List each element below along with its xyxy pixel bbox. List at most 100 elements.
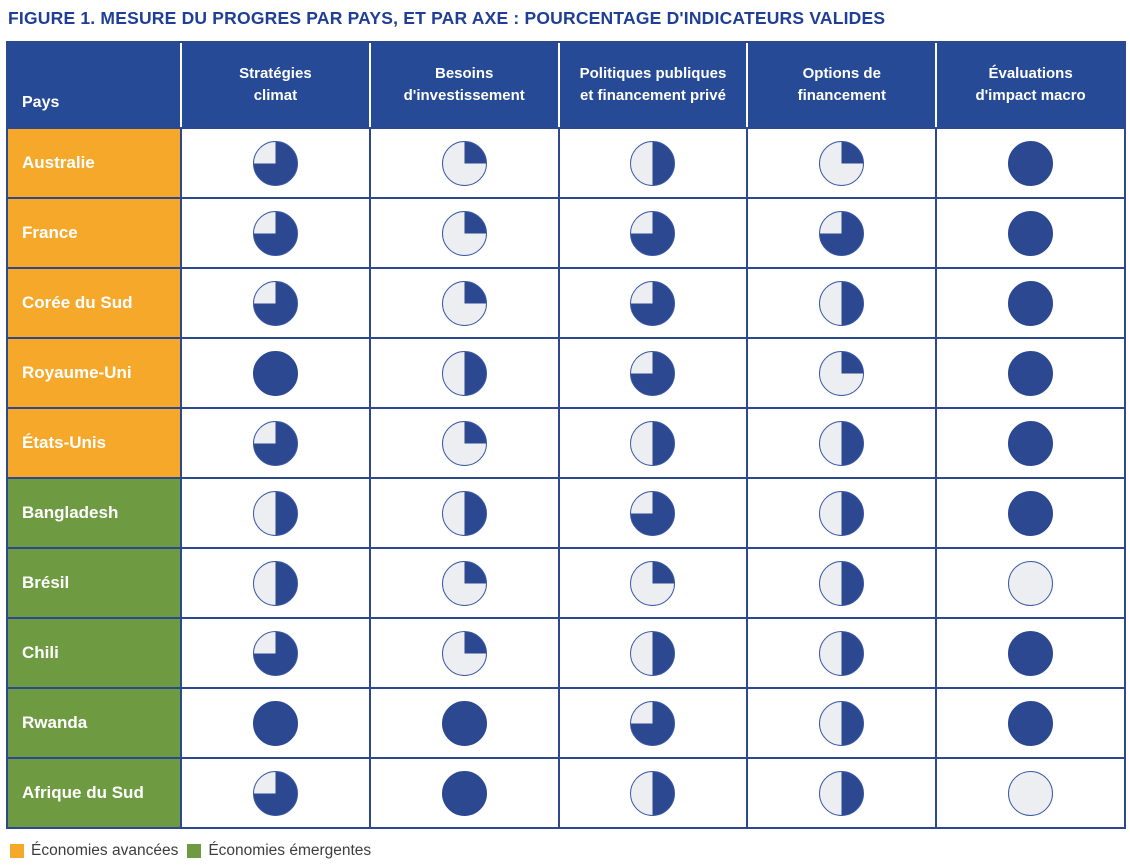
harvey-ball-50pct-icon	[819, 560, 865, 606]
harvey-ball-75pct-icon	[252, 630, 298, 676]
table-body: Australie France Corée du Sud Royaume-Uni Ét…	[8, 127, 1124, 827]
harvey-ball-50pct-icon	[819, 490, 865, 536]
harvey-ball-75pct-icon	[630, 490, 676, 536]
harvey-ball-50pct-icon	[819, 700, 865, 746]
table-row: États-Unis	[8, 407, 1124, 477]
harvey-ball-50pct-icon	[819, 280, 865, 326]
indicator-cell	[368, 479, 558, 547]
country-cell: Chili	[8, 619, 180, 687]
legend-swatch-icon	[10, 844, 24, 858]
harvey-ball-100pct-icon	[1008, 700, 1054, 746]
legend-label: Économies émergentes	[208, 842, 372, 859]
table-row: Royaume-Uni	[8, 337, 1124, 407]
country-cell: Australie	[8, 129, 180, 197]
country-cell: Bangladesh	[8, 479, 180, 547]
indicator-cell	[180, 339, 369, 407]
harvey-ball-0pct-icon	[1008, 770, 1054, 816]
table-row: Corée du Sud	[8, 267, 1124, 337]
indicator-cell	[746, 409, 936, 477]
harvey-ball-25pct-icon	[441, 630, 487, 676]
harvey-ball-25pct-icon	[819, 140, 865, 186]
indicator-cell	[368, 199, 558, 267]
indicator-cell	[180, 409, 369, 477]
indicator-cell	[368, 549, 558, 617]
harvey-ball-50pct-icon	[630, 420, 676, 466]
indicator-cell	[746, 199, 936, 267]
indicator-cell	[935, 339, 1124, 407]
indicator-cell	[180, 479, 369, 547]
harvey-ball-25pct-icon	[441, 140, 487, 186]
harvey-ball-0pct-icon	[1008, 560, 1054, 606]
country-cell: France	[8, 199, 180, 267]
indicator-cell	[557, 269, 747, 337]
legend-swatch-icon	[187, 844, 202, 858]
indicator-cell	[557, 549, 747, 617]
harvey-ball-75pct-icon	[630, 700, 676, 746]
harvey-ball-75pct-icon	[252, 140, 298, 186]
harvey-ball-75pct-icon	[252, 210, 298, 256]
indicator-cell	[935, 409, 1124, 477]
harvey-ball-100pct-icon	[252, 700, 298, 746]
indicator-cell	[746, 549, 936, 617]
indicator-cell	[557, 199, 747, 267]
table-row: Afrique du Sud	[8, 757, 1124, 827]
harvey-ball-25pct-icon	[441, 210, 487, 256]
indicator-cell	[368, 269, 558, 337]
indicator-cell	[557, 339, 747, 407]
figure-title: FIGURE 1. MESURE DU PROGRES PAR PAYS, ET…	[8, 8, 886, 28]
harvey-ball-50pct-icon	[630, 630, 676, 676]
harvey-ball-75pct-icon	[252, 420, 298, 466]
indicator-cell	[746, 689, 936, 757]
indicator-cell	[746, 129, 936, 197]
column-header-1: Stratégies climat	[180, 43, 369, 127]
indicator-cell	[368, 409, 558, 477]
harvey-ball-75pct-icon	[252, 770, 298, 816]
indicator-cell	[180, 759, 369, 827]
legend-item: Économies avancées	[10, 842, 178, 860]
indicator-cell	[368, 619, 558, 687]
indicator-cell	[557, 689, 747, 757]
indicator-cell	[180, 199, 369, 267]
column-header-4: Options de financement	[746, 43, 935, 127]
harvey-ball-100pct-icon	[1008, 490, 1054, 536]
harvey-ball-75pct-icon	[630, 350, 676, 396]
harvey-ball-100pct-icon	[1008, 420, 1054, 466]
indicator-cell	[180, 689, 369, 757]
column-header-5: Évaluations d'impact macro	[935, 43, 1124, 127]
column-header-2: Besoins d'investissement	[368, 43, 558, 127]
progress-table: Pays Stratégies climat Besoins d'investis…	[6, 41, 1126, 829]
indicator-cell	[368, 339, 558, 407]
indicator-cell	[557, 619, 747, 687]
harvey-ball-25pct-icon	[819, 350, 865, 396]
indicator-cell	[935, 619, 1124, 687]
harvey-ball-50pct-icon	[441, 490, 487, 536]
harvey-ball-100pct-icon	[1008, 140, 1054, 186]
table-row: Bangladesh	[8, 477, 1124, 547]
harvey-ball-50pct-icon	[252, 560, 298, 606]
indicator-cell	[935, 199, 1124, 267]
indicator-cell	[368, 759, 558, 827]
table-row: Australie	[8, 127, 1124, 197]
indicator-cell	[935, 129, 1124, 197]
indicator-cell	[557, 129, 747, 197]
harvey-ball-100pct-icon	[441, 770, 487, 816]
indicator-cell	[935, 269, 1124, 337]
harvey-ball-100pct-icon	[1008, 630, 1054, 676]
legend-label: Économies avancées	[31, 842, 179, 859]
indicator-cell	[557, 409, 747, 477]
harvey-ball-25pct-icon	[441, 280, 487, 326]
table-row: Chili	[8, 617, 1124, 687]
indicator-cell	[368, 689, 558, 757]
indicator-cell	[746, 759, 936, 827]
column-header-pays: Pays	[22, 93, 60, 111]
harvey-ball-25pct-icon	[441, 560, 487, 606]
harvey-ball-75pct-icon	[630, 280, 676, 326]
harvey-ball-50pct-icon	[441, 350, 487, 396]
indicator-cell	[935, 689, 1124, 757]
indicator-cell	[180, 619, 369, 687]
harvey-ball-100pct-icon	[1008, 210, 1054, 256]
indicator-cell	[180, 129, 369, 197]
harvey-ball-50pct-icon	[819, 420, 865, 466]
harvey-ball-100pct-icon	[252, 350, 298, 396]
